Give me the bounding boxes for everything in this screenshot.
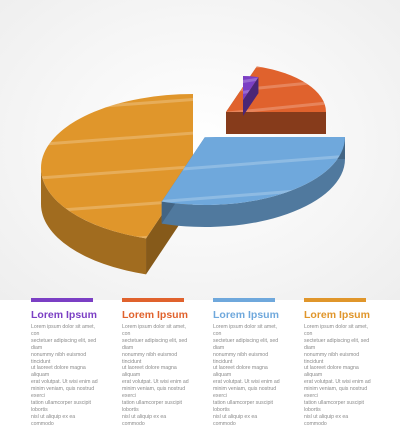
legend-text: Lorem ipsum dolor sit amet, con sectetue… [31,324,98,427]
legend-item: Lorem Ipsum Lorem ipsum dolor sit amet, … [304,298,374,428]
legend-title: Lorem Ipsum [31,309,97,321]
slice-top [161,137,345,206]
legend-color-bar [31,298,93,302]
legend-item: Lorem Ipsum Lorem ipsum dolor sit amet, … [31,298,101,428]
legend-title: Lorem Ipsum [304,309,370,321]
legend-item: Lorem Ipsum Lorem ipsum dolor sit amet, … [122,298,192,428]
pie-slice [161,137,345,227]
slice-top [40,94,194,239]
pie-slice [243,76,259,116]
legend-title: Lorem Ipsum [122,309,188,321]
legend-title: Lorem Ipsum [213,309,279,321]
legend-color-bar [122,298,184,302]
legend-color-bar [304,298,366,302]
legend-item: Lorem Ipsum Lorem ipsum dolor sit amet, … [213,298,283,428]
slice-wall [243,77,259,116]
slice-wall [226,112,326,134]
legend-text: Lorem ipsum dolor sit amet, con sectetue… [304,324,371,427]
slice-rim [40,168,147,275]
legend-text: Lorem ipsum dolor sit amet, con sectetue… [213,324,280,427]
pie-chart-3d [40,66,345,275]
slice-rim [161,137,345,227]
legend-color-bar [213,298,275,302]
legend-text: Lorem ipsum dolor sit amet, con sectetue… [122,324,189,427]
slice-top [243,76,259,100]
